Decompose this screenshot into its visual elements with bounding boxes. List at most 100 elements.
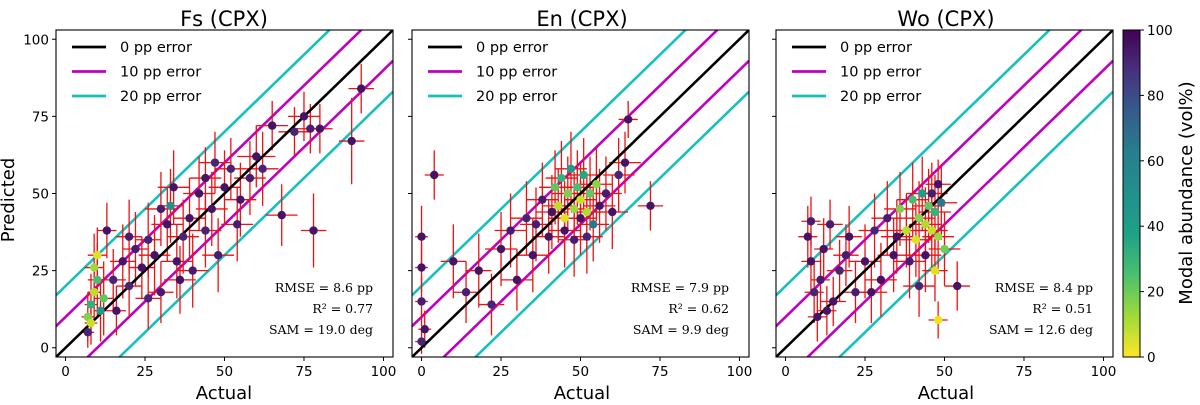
data-point	[557, 173, 566, 183]
data-point	[236, 195, 245, 204]
data-point	[417, 297, 426, 306]
legend-label-10pp: 10 pp error	[840, 65, 921, 81]
data-point	[892, 232, 902, 241]
data-point	[258, 164, 267, 174]
data-point	[576, 195, 585, 204]
colorbar-label: Modal abundance (vol%)	[1176, 81, 1197, 304]
data-point	[902, 226, 911, 235]
data-point	[124, 281, 134, 291]
data-point	[889, 250, 898, 260]
plot-area	[408, 29, 750, 361]
data-point	[522, 213, 531, 223]
data-point	[560, 213, 569, 223]
data-point	[109, 275, 118, 285]
data-point	[646, 201, 655, 211]
error-line-plus-10pp	[776, 30, 1084, 328]
data-point	[213, 250, 223, 260]
data-point	[569, 235, 579, 244]
stats-box: RMSE = 8.4 pp R² = 0.51 SAM = 12.6 deg	[989, 280, 1093, 337]
plot-clip-group	[776, 30, 1113, 357]
data-point	[89, 288, 99, 297]
data-point	[150, 250, 159, 260]
data-point	[905, 257, 914, 266]
data-point	[940, 244, 949, 254]
data-point	[911, 235, 921, 244]
colorbar-tick-label: 60	[1147, 154, 1164, 170]
data-point	[550, 183, 560, 192]
data-point	[937, 198, 946, 207]
y-tick-label: 25	[32, 264, 49, 280]
data-point	[829, 297, 838, 306]
x-tick-label: 50	[572, 364, 589, 380]
data-point	[417, 337, 426, 346]
data-point	[83, 328, 92, 337]
colorbar-gradient	[1122, 29, 1141, 358]
legend-label-0pp: 0 pp error	[840, 40, 912, 56]
data-point	[566, 164, 576, 174]
data-point	[623, 115, 633, 124]
x-tick-label: 75	[1015, 364, 1032, 380]
data-point	[927, 189, 936, 198]
colorbar-tick-label: 20	[1147, 285, 1164, 301]
data-point	[914, 281, 924, 291]
data-point	[185, 213, 194, 223]
data-point	[102, 226, 112, 235]
data-point	[819, 244, 828, 254]
data-point	[813, 312, 822, 322]
data-point	[172, 257, 182, 266]
data-point	[825, 220, 835, 229]
y-ticks: 0 25 50 75 100	[23, 32, 49, 356]
data-point	[585, 189, 595, 198]
data-point	[315, 124, 325, 133]
data-point	[306, 124, 315, 133]
data-point	[554, 201, 563, 211]
data-point	[809, 288, 819, 297]
data-point	[803, 232, 812, 241]
data-point	[357, 84, 366, 93]
data-point	[131, 244, 140, 254]
legend: 0 pp error 10 pp error 20 pp error	[428, 40, 557, 105]
data-point	[579, 170, 588, 180]
x-tick-label: 100	[1091, 364, 1117, 380]
x-ticks: 0 25 50 75 100	[417, 364, 752, 380]
data-point	[595, 201, 604, 211]
legend-label-0pp: 0 pp error	[120, 40, 192, 56]
data-point	[921, 250, 930, 260]
x-tick-label: 25	[492, 364, 509, 380]
data-point	[93, 275, 102, 285]
data-point	[487, 300, 496, 309]
plot-clip-group	[56, 30, 393, 357]
data-point	[563, 189, 572, 198]
data-point	[175, 275, 185, 285]
colorbar-tick-label: 40	[1147, 219, 1164, 235]
data-point	[124, 232, 134, 241]
panel-title: Wo (CPX)	[897, 7, 994, 31]
legend-label-0pp: 0 pp error	[476, 40, 548, 56]
data-point	[867, 288, 876, 297]
data-point	[573, 183, 582, 192]
data-point	[582, 207, 592, 217]
y-tick-label: 50	[32, 187, 49, 203]
data-point	[608, 207, 617, 217]
data-point	[96, 306, 105, 315]
data-point	[953, 281, 962, 291]
panel-title: Fs (CPX)	[180, 7, 268, 31]
data-point	[290, 127, 299, 137]
stat-rmse: RMSE = 8.4 pp	[995, 280, 1093, 295]
legend: 0 pp error 10 pp error 20 pp error	[792, 40, 921, 105]
panel-title: En (CPX)	[536, 7, 627, 31]
data-point	[233, 220, 242, 229]
error-line-plus-20pp	[56, 30, 332, 297]
data-point	[933, 180, 943, 189]
error-line-plus-20pp	[412, 30, 688, 297]
data-point	[933, 315, 943, 325]
x-tick-label: 75	[295, 364, 312, 380]
panel-wo: Wo (CPX) Actual 0 pp error 10 pp error 2…	[772, 7, 1117, 404]
data-point	[430, 170, 439, 180]
data-point	[201, 226, 210, 235]
data-point	[169, 183, 178, 192]
data-point	[118, 257, 127, 266]
data-point	[461, 288, 471, 297]
legend-label-20pp: 20 pp error	[476, 89, 557, 105]
